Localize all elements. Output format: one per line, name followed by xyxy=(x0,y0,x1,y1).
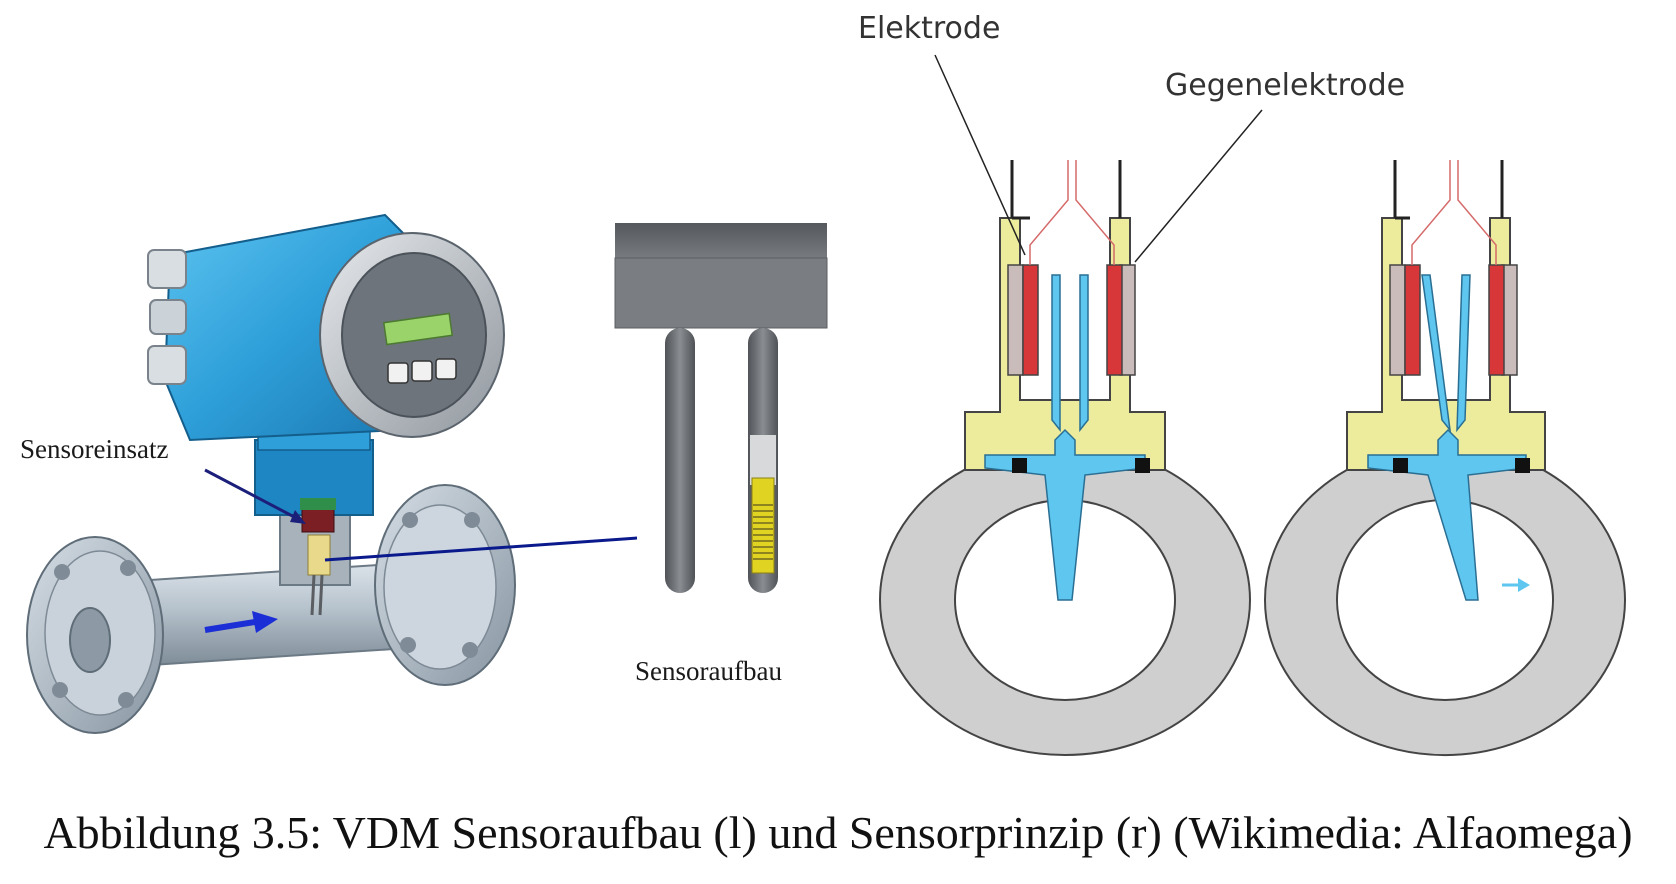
sensor-structure-label: Sensoraufbau xyxy=(635,656,782,686)
sensor-insert-label: Sensoreinsatz xyxy=(20,434,168,464)
sensor-principle-rest xyxy=(878,54,1263,756)
counter-electrode-label: Gegenelektrode xyxy=(1165,68,1405,103)
flowmeter-illustration: Sensoreinsatz xyxy=(20,213,638,734)
sensor-detail-connector xyxy=(324,536,638,562)
figure-caption: Abbildung 3.5: VDM Sensoraufbau (l) und … xyxy=(43,807,1633,858)
electrode-label: Elektrode xyxy=(858,11,1000,46)
sensor-structure-illustration: Sensoraufbau xyxy=(614,223,828,686)
right-flange xyxy=(374,484,516,686)
flow-arrow-icon xyxy=(204,611,278,633)
transmitter-housing xyxy=(147,213,505,442)
left-flange xyxy=(26,536,164,734)
sensor-principle-deflected xyxy=(1263,160,1627,756)
sensor-insert-leader xyxy=(204,468,301,522)
flow-direction-icon xyxy=(1502,578,1530,592)
